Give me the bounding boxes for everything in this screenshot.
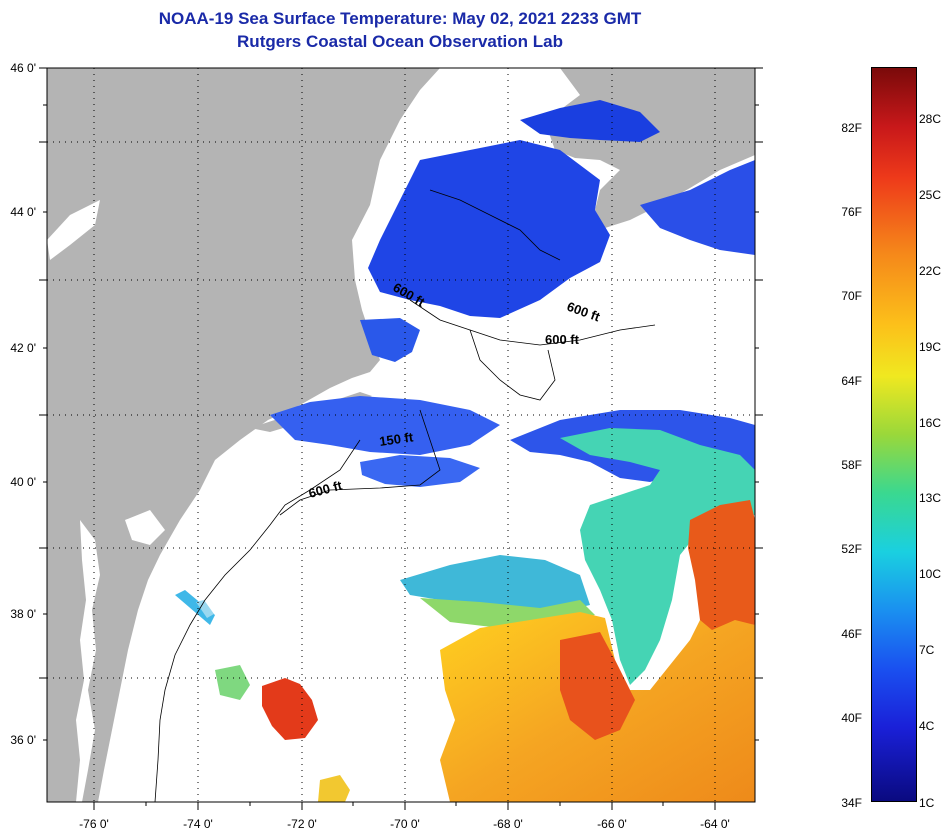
lat-label: 38 0' [10,607,36,621]
colorbar-c-label: 25C [919,188,942,202]
map-frame [46,67,756,803]
colorbar-c-label: 1C [919,796,935,810]
colorbar-f-label: 64F [841,374,862,388]
colorbar-f-label: 40F [841,711,862,725]
colorbar-c-label: 16C [919,416,942,430]
colorbar-c-label: 13C [919,491,942,505]
lat-label: 46 0' [10,61,36,75]
lat-lon-grid [47,68,755,802]
sst-scotian-shelf [640,160,755,255]
colorbar-c-label: 10C [919,567,942,581]
colorbar-f-label: 70F [841,289,862,303]
sst-hot-eddy [262,678,318,740]
map-subtitle: Rutgers Coastal Ocean Observation Lab [237,32,563,51]
land-us-northeast [47,68,440,802]
lon-label: -74 0' [183,817,213,831]
sst-cyan-streak [175,590,215,625]
lon-label: -70 0' [390,817,420,831]
colorbar-c-label: 22C [919,264,942,278]
delaware-bay [125,510,165,545]
sst-southern-new-england [270,396,500,455]
sst-teal-band [400,555,590,612]
sst-bay-of-fundy [520,100,660,142]
colorbar-c-label: 19C [919,340,942,354]
colorbar-f-label: 52F [841,542,862,556]
axis-ticks [39,67,763,810]
sst-warm-eddy-core [560,632,635,740]
sst-slope-water [560,428,755,685]
sst-gulf-of-maine [368,140,610,318]
lon-label: -64 0' [700,817,730,831]
colorbar-c-label: 28C [919,112,942,126]
bathymetry-contours [154,189,656,802]
sst-warm-spots [318,775,350,802]
colorbar-f-label: 82F [841,121,862,135]
lat-label: 44 0' [10,205,36,219]
lon-label: -76 0' [79,817,109,831]
lat-label: 40 0' [10,475,36,489]
sst-gray-stripe [196,600,214,618]
colorbar-f-label: 46F [841,627,862,641]
contour-label: 600 ft [545,332,580,347]
colorbar-f-label: 34F [841,796,862,810]
map-title: NOAA-19 Sea Surface Temperature: May 02,… [158,9,642,28]
sst-shelf-patch [360,455,480,487]
lat-label: 42 0' [10,341,36,355]
sst-gulf-stream-core [688,500,755,630]
temperature-colorbar [871,67,917,802]
lon-label: -66 0' [597,817,627,831]
lat-label: 36 0' [10,733,36,747]
inland-lakes [47,200,100,260]
colorbar-f-label: 58F [841,458,862,472]
colorbar-c-label: 4C [919,719,935,733]
lon-label: -72 0' [287,817,317,831]
sst-green-patch [215,665,250,700]
contour-label: 150 ft [378,429,414,449]
lon-label: -68 0' [493,817,523,831]
colorbar-f-label: 76F [841,205,862,219]
colorbar-c-label: 7C [919,643,935,657]
